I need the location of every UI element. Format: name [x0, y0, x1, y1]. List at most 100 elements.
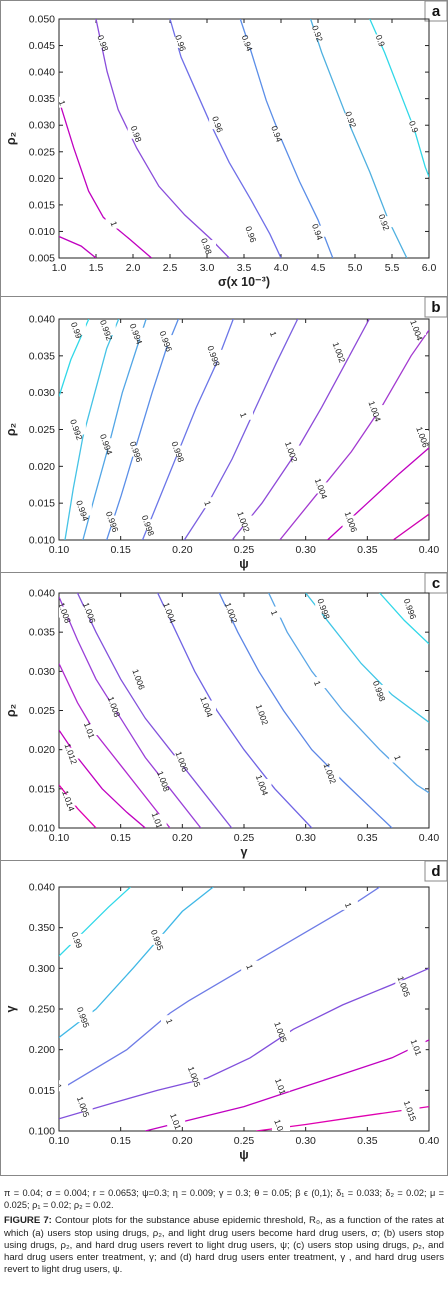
- y-tick-label: 0.040: [29, 67, 55, 79]
- contour-label-bg: [272, 1080, 290, 1092]
- contour-label-bg: [198, 700, 216, 712]
- contour-label: 0.96: [210, 115, 225, 134]
- y-tick-label: 0.020: [29, 744, 55, 756]
- contour-lines: 1.0141.0121.011.011.0081.0081.0081.0061.…: [59, 593, 429, 828]
- contour-chart-a: a 1.0 1.5 2.0 2.5 3.0 3.5 4.0 4.5 5.0 5.5 6.0 0.005 0…: [4, 1, 447, 289]
- x-tick-label: 2.0: [126, 262, 141, 274]
- y-tick-label: 0.010: [29, 535, 55, 547]
- x-tick-label: 1.0: [52, 262, 67, 274]
- contour-label-bg: [161, 1015, 179, 1027]
- contour-line: [268, 593, 429, 794]
- panel-letter-box: [424, 297, 447, 318]
- contour-line: [169, 19, 282, 258]
- contour-label-bg: [222, 606, 241, 618]
- x-axis-label: σ(x 10⁻³): [218, 275, 270, 289]
- x-tick-label: 5.5: [385, 262, 400, 274]
- contour-label-bg: [173, 755, 192, 767]
- contour-lines: 110.980.980.980.960.960.960.940.940.940.…: [59, 19, 429, 258]
- contour-label-bg: [94, 36, 113, 48]
- y-tick-label: 0.015: [29, 783, 55, 795]
- contour-label: 0.92: [377, 213, 392, 232]
- contour-label: 0.99: [69, 321, 84, 340]
- x-tick-label: 0.40: [419, 1135, 440, 1147]
- y-tick-label: 0.025: [29, 705, 55, 717]
- y-tick-label: 0.020: [29, 173, 55, 185]
- y-tick-label: 0.025: [29, 146, 55, 158]
- contour-label-bg: [389, 751, 408, 763]
- contour-line: [392, 513, 429, 540]
- x-tick-label: 0.10: [49, 832, 70, 844]
- contour-label-bg: [209, 118, 228, 130]
- x-tick-label: 0.15: [110, 1135, 131, 1147]
- contour-label-bg: [371, 34, 390, 46]
- y-tick-label: 0.010: [29, 226, 55, 238]
- x-tick-label: 0.40: [419, 544, 440, 556]
- contour-label: 0.9: [407, 119, 421, 134]
- contour-label-bg: [370, 684, 389, 696]
- y-tick-label: 0.005: [29, 253, 55, 265]
- contour-line: [76, 593, 233, 828]
- contour-label-bg: [321, 767, 340, 779]
- contour-label-bg: [309, 677, 327, 689]
- contour-label-bg: [235, 515, 253, 527]
- y-tick-label: 0.035: [29, 93, 55, 105]
- contour-label-bg: [339, 898, 358, 910]
- contour-line: [95, 19, 230, 258]
- contour-label-bg: [342, 113, 361, 125]
- contour-label: 0.94: [240, 34, 255, 53]
- x-tick-label: 0.35: [357, 544, 378, 556]
- contour-line: [59, 967, 429, 1120]
- y-tick-label: 0.300: [29, 963, 55, 975]
- contour-label-bg: [59, 96, 72, 108]
- contour-label-bg: [375, 216, 394, 228]
- x-tick-label: 0.30: [295, 1135, 316, 1147]
- contour-line: [59, 887, 381, 1091]
- contour-label-bg: [62, 747, 81, 759]
- contour-label: 1: [53, 1083, 64, 1091]
- contour-label-bg: [154, 775, 173, 786]
- contour-label: 0.9: [374, 33, 388, 48]
- contour-label-bg: [105, 217, 124, 229]
- contour-line: [106, 319, 180, 540]
- y-tick-label: 0.030: [29, 120, 55, 132]
- contour-label-bg: [268, 127, 287, 139]
- caption-text: Contour plots for the substance abuse ep…: [4, 1215, 444, 1276]
- x-tick-label: 0.40: [419, 832, 440, 844]
- x-axis-label: ψ: [239, 1148, 248, 1162]
- caption-params: π = 0.04; σ = 0.004; r = 0.0653; ψ=0.3; …: [4, 1188, 444, 1211]
- x-tick-label: 4.5: [311, 262, 326, 274]
- contour-line: [59, 887, 131, 957]
- panel-letter-box: [424, 1, 447, 22]
- contour-label-bg: [414, 430, 429, 442]
- y-tick-label: 0.015: [29, 1085, 55, 1097]
- contour-label-bg: [235, 408, 253, 420]
- contour-line: [59, 784, 97, 828]
- contour-label-bg: [59, 606, 75, 618]
- contour-label-bg: [148, 933, 167, 945]
- y-tick-label: 0.035: [29, 350, 55, 362]
- contour-label-bg: [315, 602, 334, 614]
- contour-label: 1: [269, 609, 280, 617]
- contour-label-bg: [67, 324, 86, 336]
- contour-label: 1: [244, 963, 255, 971]
- y-tick-label: 0.030: [29, 387, 55, 399]
- contour-label: 0.92: [343, 110, 358, 129]
- x-tick-label: 2.5: [163, 262, 178, 274]
- contour-line: [157, 593, 313, 828]
- contour-label-bg: [148, 814, 167, 826]
- panel-letter: b: [431, 299, 440, 316]
- x-tick-label: 0.15: [110, 544, 131, 556]
- contour-line: [183, 319, 299, 540]
- y-tick-label: 0.350: [29, 922, 55, 934]
- contour-label-bg: [264, 327, 283, 339]
- contour-label: 0.98: [129, 124, 144, 143]
- contour-label: 0.94: [310, 222, 325, 241]
- y-tick-label: 0.010: [29, 823, 55, 835]
- contour-label-bg: [59, 794, 78, 806]
- x-tick-label: 1.5: [89, 262, 104, 274]
- x-tick-label: 0.25: [234, 832, 255, 844]
- contour-label-bg: [407, 1041, 426, 1053]
- y-tick-label: 0.030: [29, 666, 55, 678]
- contour-label-bg: [67, 423, 86, 435]
- contour-label-bg: [161, 606, 179, 618]
